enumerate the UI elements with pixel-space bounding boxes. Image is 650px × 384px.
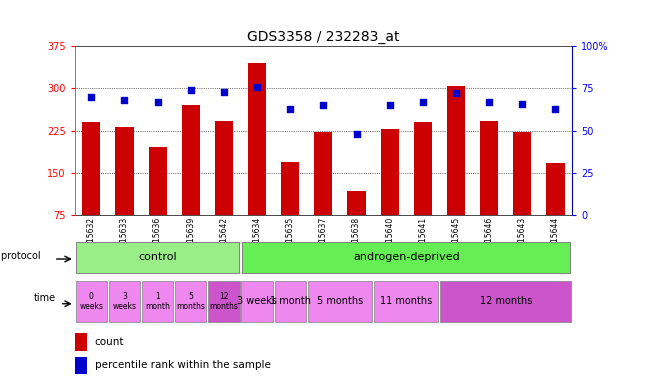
Point	[351, 131, 361, 137]
Text: count: count	[95, 337, 124, 347]
Text: 1 month: 1 month	[270, 296, 311, 306]
Bar	[82, 122, 101, 215]
Bar	[142, 281, 173, 322]
Text: 5 months: 5 months	[317, 296, 363, 306]
Bar	[148, 147, 167, 215]
Bar	[242, 281, 272, 322]
Text: 12
months: 12 months	[209, 292, 239, 311]
Point	[417, 99, 428, 105]
Bar	[214, 121, 233, 215]
Bar	[75, 333, 87, 351]
Bar	[374, 281, 438, 322]
Bar	[308, 281, 372, 322]
Bar	[380, 129, 399, 215]
Point	[517, 101, 528, 107]
Point	[550, 106, 560, 112]
Text: androgen-deprived: androgen-deprived	[353, 252, 460, 262]
Bar	[281, 162, 300, 215]
Bar	[480, 121, 499, 215]
Point	[484, 99, 494, 105]
Bar	[109, 281, 140, 322]
Bar	[181, 105, 200, 215]
Point	[318, 102, 328, 108]
Point	[252, 84, 262, 90]
Point	[285, 106, 295, 112]
Bar	[546, 163, 565, 215]
Bar	[209, 281, 239, 322]
Text: control: control	[138, 252, 177, 262]
Text: 3
weeks: 3 weeks	[112, 292, 136, 311]
Bar	[413, 122, 432, 215]
Bar	[347, 191, 366, 215]
Text: time: time	[34, 293, 56, 303]
Text: 3 weeks: 3 weeks	[237, 296, 277, 306]
Bar	[76, 281, 107, 322]
Point	[152, 99, 162, 105]
Text: 11 months: 11 months	[380, 296, 432, 306]
Bar	[275, 281, 306, 322]
Point	[86, 94, 97, 100]
Bar	[441, 281, 571, 322]
Bar	[115, 127, 134, 215]
Point	[218, 89, 229, 95]
FancyBboxPatch shape	[242, 242, 570, 273]
Bar	[513, 132, 532, 215]
Point	[384, 102, 395, 108]
Text: 0
weeks: 0 weeks	[79, 292, 103, 311]
Bar	[248, 63, 266, 215]
Text: 1
month: 1 month	[145, 292, 170, 311]
Title: GDS3358 / 232283_at: GDS3358 / 232283_at	[247, 30, 400, 44]
FancyBboxPatch shape	[77, 242, 239, 273]
Point	[120, 97, 130, 103]
Text: percentile rank within the sample: percentile rank within the sample	[95, 360, 270, 370]
Point	[186, 87, 196, 93]
Bar	[176, 281, 206, 322]
Text: 5
months: 5 months	[176, 292, 205, 311]
Text: growth protocol: growth protocol	[0, 250, 41, 261]
Bar	[75, 356, 87, 374]
Text: 12 months: 12 months	[480, 296, 532, 306]
Point	[450, 90, 461, 96]
Bar	[447, 86, 465, 215]
Bar	[314, 132, 333, 215]
